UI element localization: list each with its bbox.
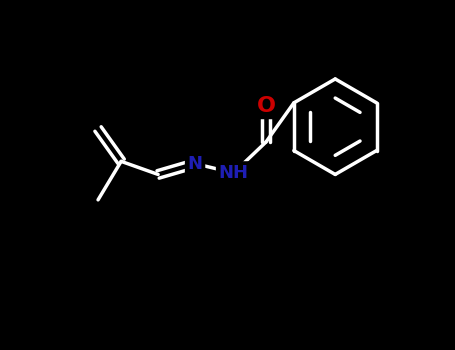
- Text: NH: NH: [218, 164, 248, 182]
- Text: O: O: [257, 96, 275, 116]
- Text: N: N: [187, 155, 202, 173]
